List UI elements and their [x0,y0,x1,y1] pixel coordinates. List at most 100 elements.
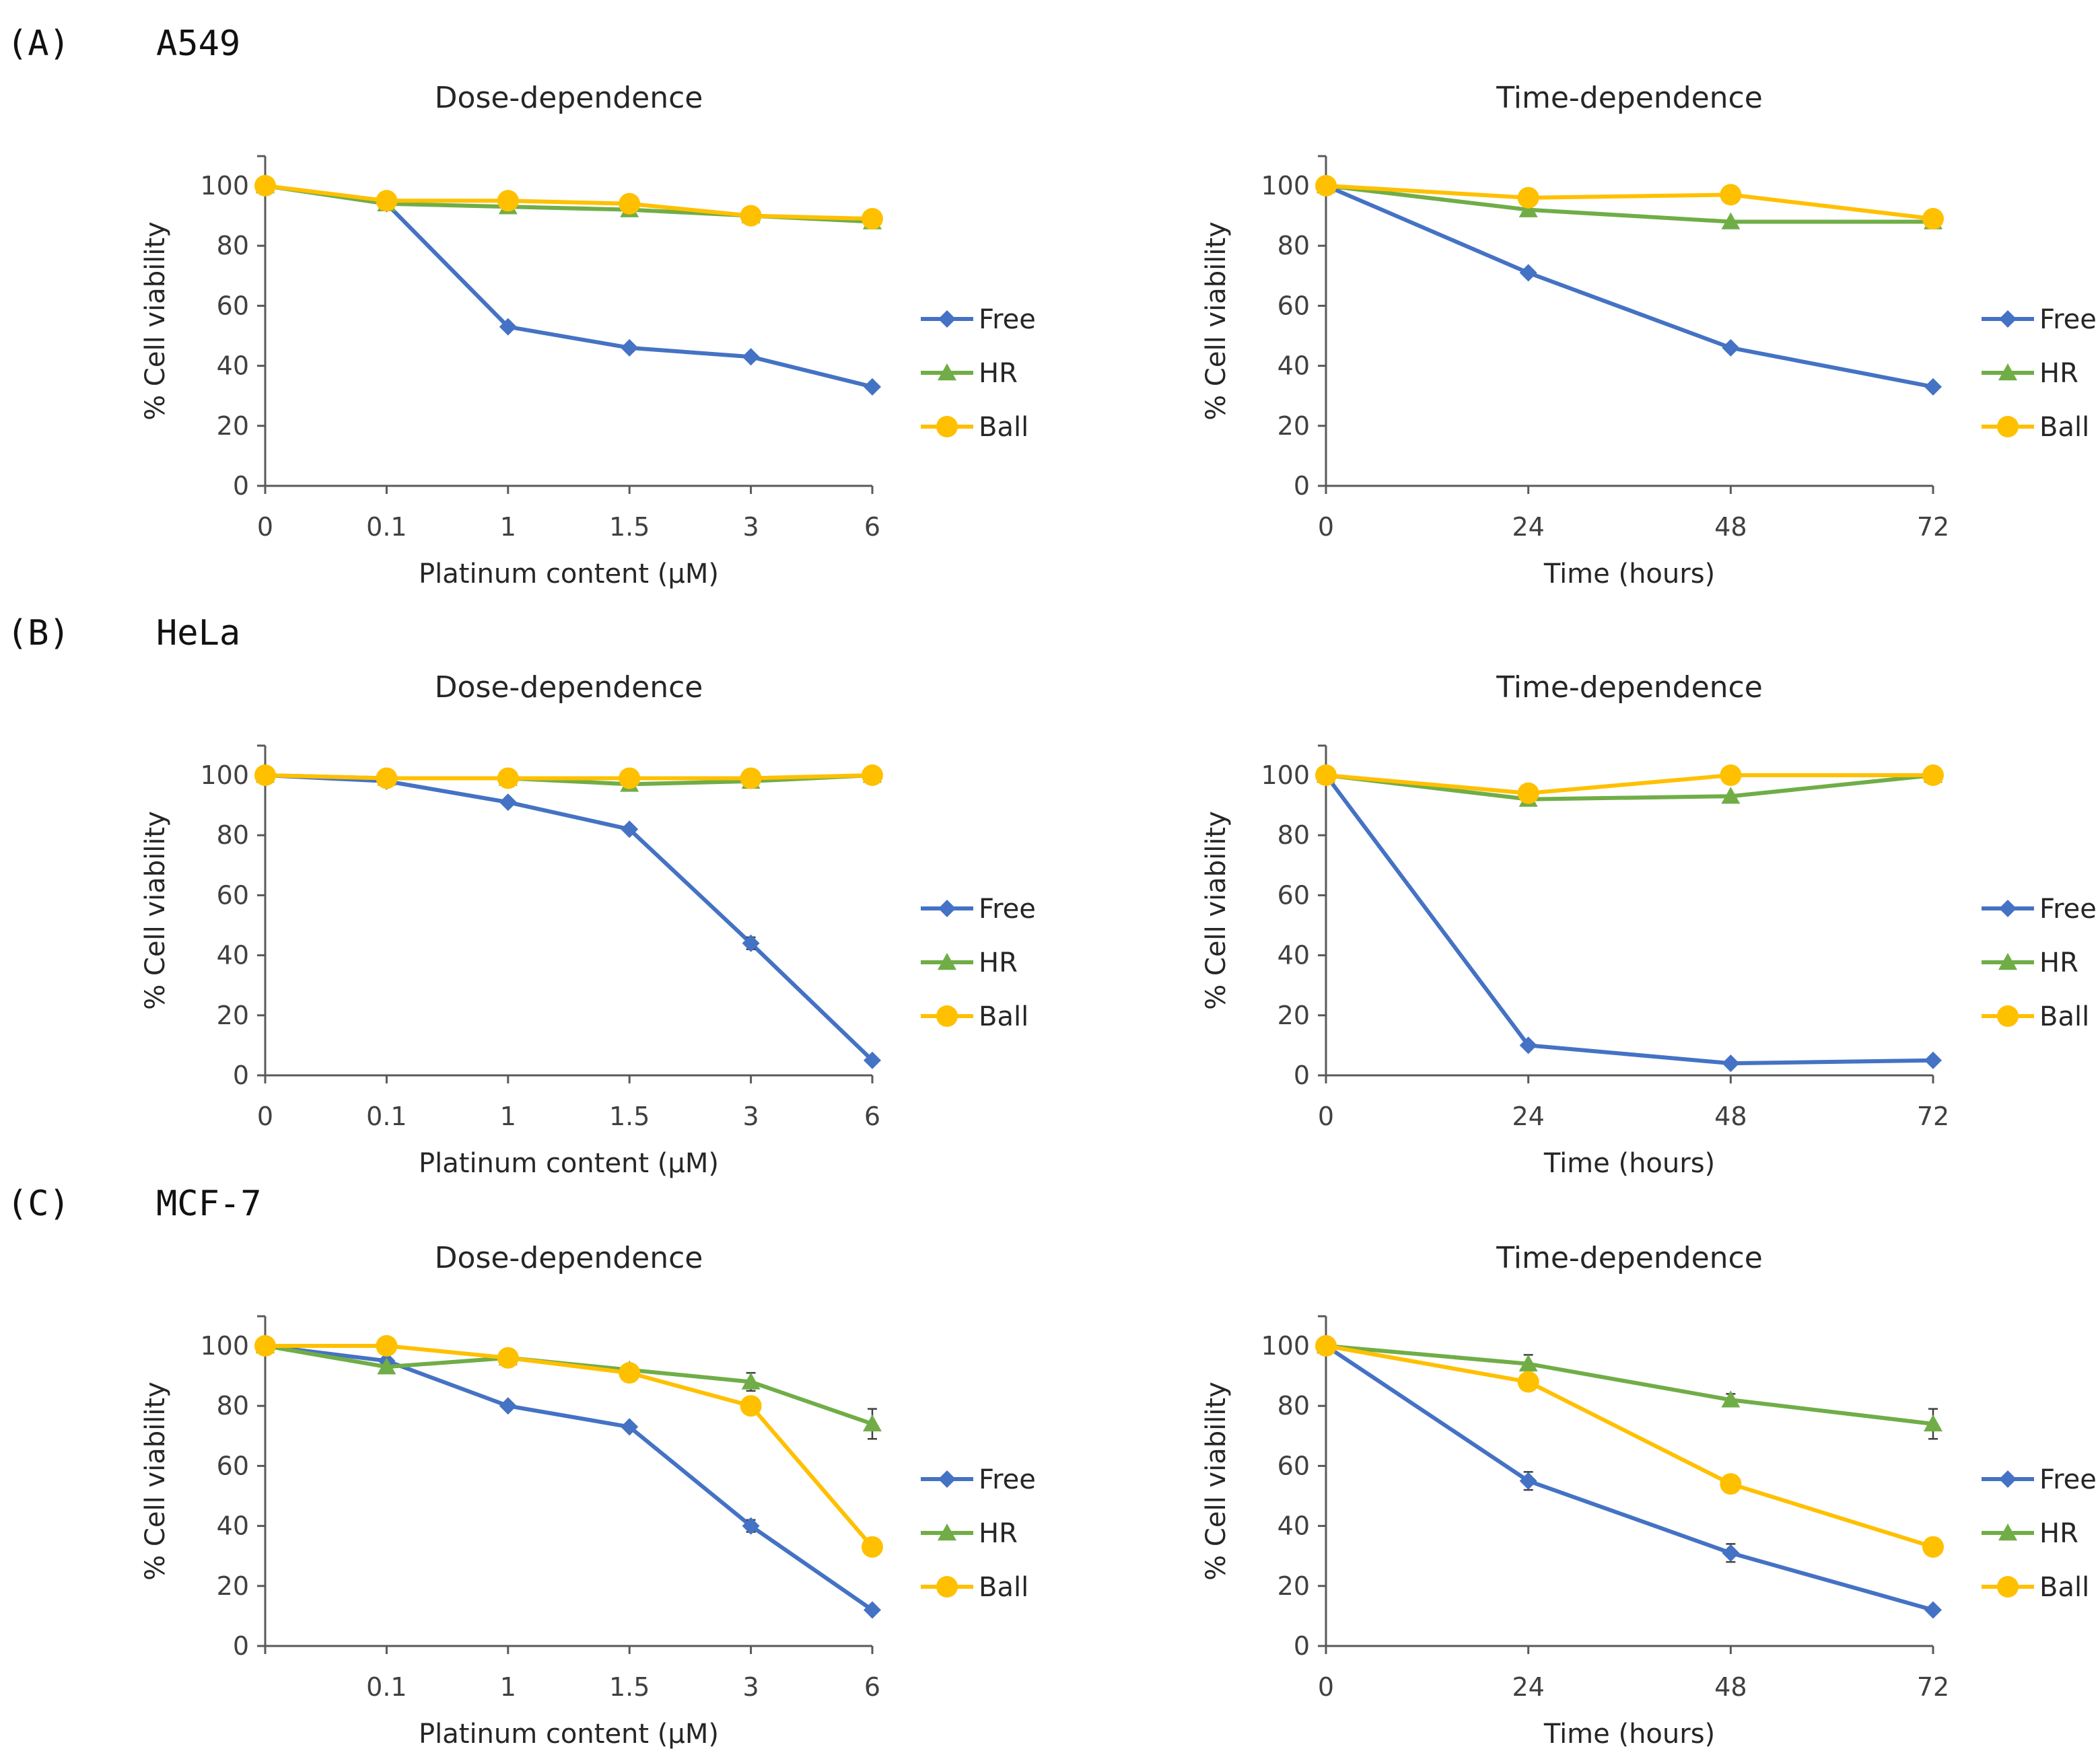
series-line [1325,773,1933,795]
legend-item-hr: HR [1982,358,2078,389]
y-tick-label: 0 [233,1631,249,1661]
data-point [499,318,517,336]
y-tick-label: 20 [217,1001,249,1030]
legend-item-free: Free [921,894,1036,925]
legend: Free HR Ball [1982,304,2097,443]
legend-swatch-marker [938,1524,956,1541]
legend: Free HR Ball [1982,1464,2097,1603]
data-point [1315,175,1337,196]
series-free [1317,1337,1942,1619]
data-point [497,1347,519,1369]
chart-title: Time-dependence [1496,670,1763,705]
data-point [1519,264,1537,282]
x-tick-label: 0.1 [366,512,407,542]
legend: Free HR Ball [921,304,1036,443]
y-tick-label: 40 [1278,351,1310,381]
legend-label: HR [2039,358,2078,389]
y-tick-label: 100 [200,171,249,201]
data-point [740,205,762,227]
cell-line-name: A549 [156,24,240,64]
y-tick-label: 60 [1278,1451,1310,1480]
series-line [1325,184,1934,389]
data-point [1315,1335,1337,1357]
data-point [1720,764,1742,786]
data-point [376,767,398,789]
series-line [265,1344,874,1548]
data-point [1518,1354,1538,1371]
data-point [1720,184,1742,206]
data-point [499,1397,517,1415]
x-tick-label: 48 [1714,512,1747,542]
legend-label: Free [2039,1464,2097,1495]
data-point [864,378,881,396]
data-point [254,175,276,196]
y-tick-label: 60 [217,291,249,320]
legend-label: HR [979,947,1018,978]
data-point [254,764,276,786]
x-tick-label: 0 [257,1102,273,1131]
data-point [1721,787,1741,804]
y-tick-label: 40 [217,351,249,381]
data-point [740,1395,762,1417]
data-point [1517,1371,1539,1393]
data-point [742,1517,760,1535]
legend-swatch-marker [1999,900,2017,917]
series-line [1325,184,1933,224]
y-axis-label: % Cell viability [140,221,171,421]
series-free [256,1337,881,1619]
x-tick-label: 0 [1318,1102,1334,1131]
data-point [864,1601,881,1619]
legend-label: Free [979,1464,1036,1495]
legend-label: Ball [979,1572,1028,1603]
data-point [1722,1054,1740,1073]
legend-swatch-marker [936,1576,958,1598]
y-tick-label: 60 [217,1451,249,1480]
y-tick-label: 100 [200,760,249,790]
data-point [1722,1544,1740,1562]
x-tick-label: 72 [1917,1102,1949,1131]
y-axis-label: % Cell viability [1201,811,1232,1010]
legend: Free HR Ball [1982,894,2097,1032]
y-axis-label: % Cell viability [1201,1382,1232,1581]
series-line [265,773,874,1062]
x-axis-label: Platinum content (μM) [419,1148,719,1179]
legend-item-ball: Ball [1982,412,2089,443]
x-tick-label: 48 [1714,1102,1747,1131]
legend-label: Ball [2039,412,2089,443]
series-ball [1315,764,1944,804]
data-point [1722,338,1740,357]
data-point [1518,200,1538,217]
data-point [499,793,517,812]
series-free [256,766,881,1069]
y-tick-label: 20 [1278,411,1310,441]
chart-A-dose: (A) A549 Dose-dependence 0 20 40 60 80 100 0 0.1 1 1… [7,24,1036,589]
series-hr [1317,1336,1943,1440]
chart-C-time: Time-dependence 0 20 40 60 80 100 0 24 48 72 Time (… [1201,1241,2097,1750]
series-line [1324,774,1934,1066]
y-tick-label: 100 [200,1331,249,1361]
data-point [1924,1051,1942,1069]
legend-label: Free [2039,304,2097,335]
legend: Free HR Ball [921,1464,1036,1603]
data-point [1922,208,1944,230]
chart-title: Time-dependence [1496,81,1763,115]
legend-swatch-marker [1998,953,2017,970]
legend-label: Ball [979,412,1028,443]
series-line [265,1344,874,1612]
legend-swatch-marker [1998,1524,2017,1541]
data-point [619,1362,641,1384]
x-axis-label: Time (hours) [1543,1719,1715,1750]
y-tick-label: 0 [1294,471,1310,501]
y-tick-label: 40 [1278,1511,1310,1541]
y-tick-label: 100 [1261,1331,1310,1361]
panel-letter: (B) [7,613,70,653]
legend-swatch-marker [938,900,956,917]
series-line [1325,773,1934,801]
x-tick-label: 0.1 [366,1102,407,1131]
series-ball [254,175,883,230]
x-axis-label: Time (hours) [1543,1148,1715,1179]
x-tick-label: 48 [1714,1672,1747,1702]
x-axis-label: Time (hours) [1543,559,1715,589]
data-point [1721,1390,1741,1408]
y-tick-label: 60 [1278,880,1310,910]
